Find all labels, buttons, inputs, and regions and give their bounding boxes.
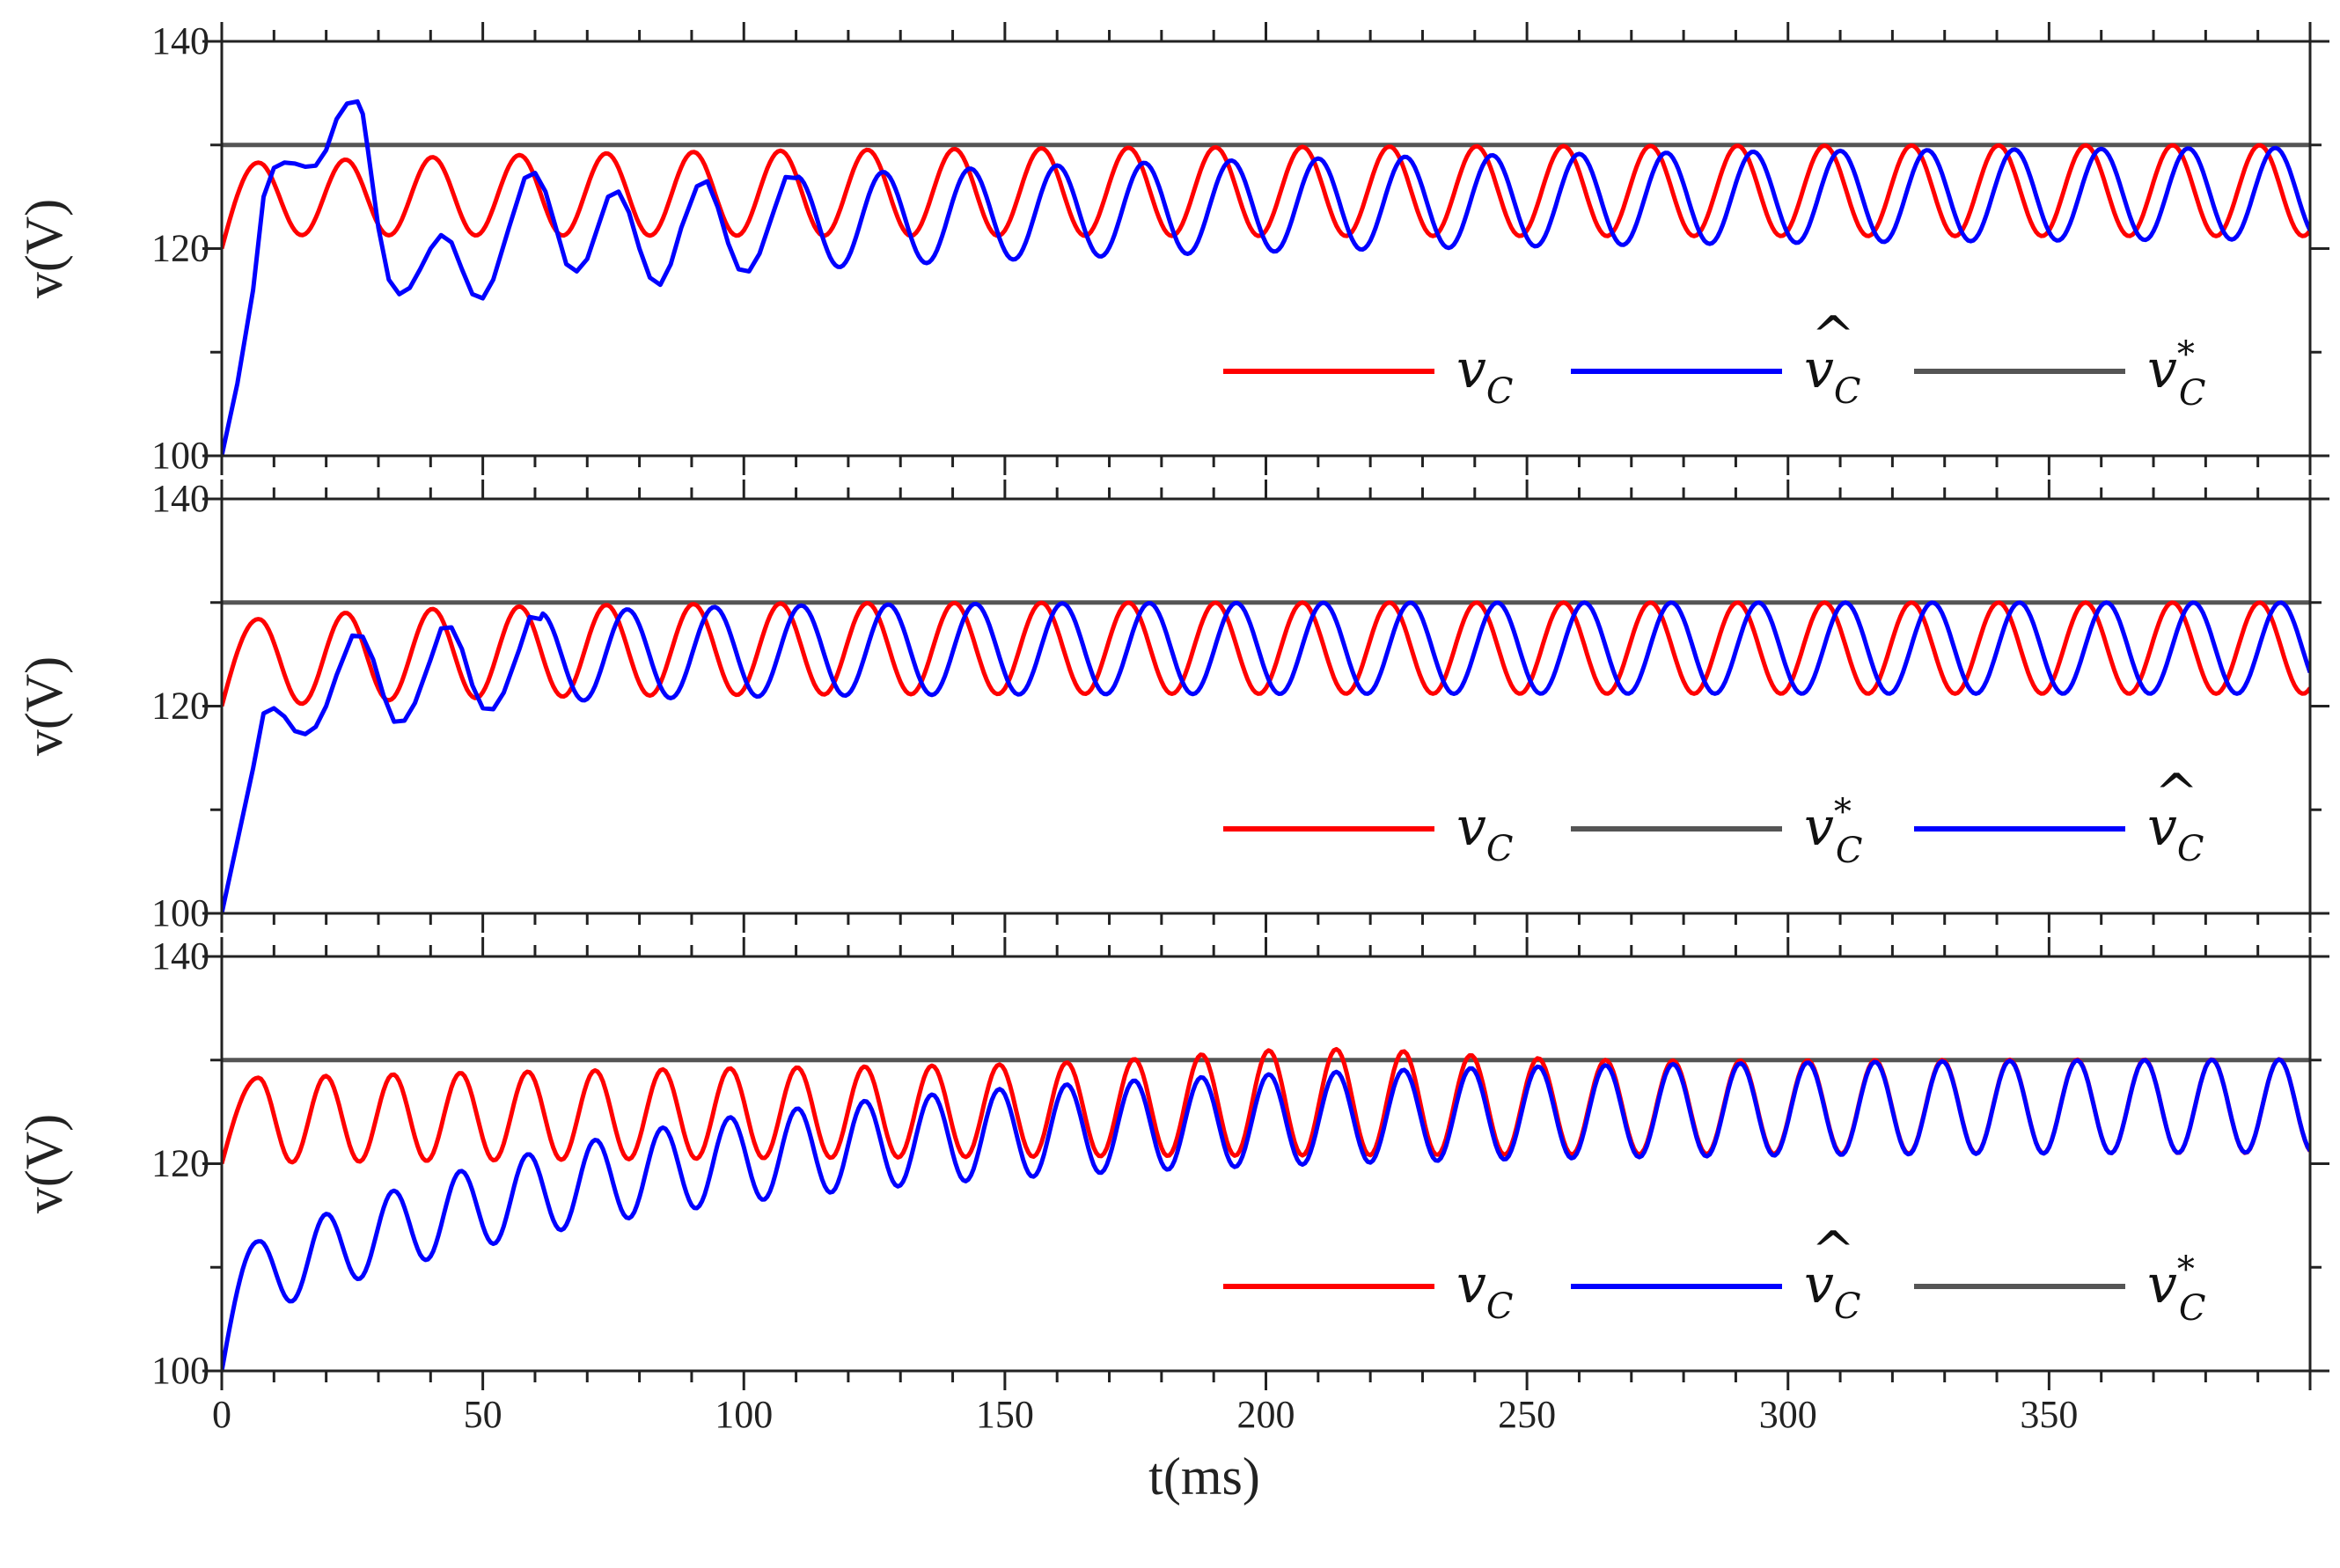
legend-label: vC <box>1456 796 1514 869</box>
y-axis-title: v(V) <box>15 199 73 298</box>
legend-label: v* C <box>2147 334 2206 414</box>
y-tick-label: 100 <box>151 434 209 477</box>
legend-label: vC <box>1804 1254 1861 1327</box>
legend-label: v* C <box>1804 792 1863 871</box>
x-tick-label: 0 <box>212 1393 231 1436</box>
y-tick-label: 140 <box>151 19 209 62</box>
y-tick-label: 120 <box>151 685 209 728</box>
x-axis-title: t(ms) <box>1148 1447 1260 1506</box>
x-tick-label: 250 <box>1498 1393 1556 1436</box>
series-line-vc-hat <box>222 1057 2310 1371</box>
x-tick-label: 200 <box>1237 1393 1295 1436</box>
legend-label: vC <box>1456 1254 1514 1327</box>
series-line-vc-hat <box>222 600 2310 913</box>
y-tick-label: 140 <box>151 477 209 520</box>
y-tick-label: 100 <box>151 1349 209 1392</box>
legend-hat: ^ <box>1811 305 1855 367</box>
series-line-vc <box>222 600 2310 707</box>
plot-frame <box>220 497 2312 915</box>
x-tick-label: 300 <box>1759 1393 1817 1436</box>
series-line-vc <box>222 143 2310 250</box>
legend-label: vC <box>2147 796 2204 869</box>
legend-label: v* C <box>2147 1249 2206 1329</box>
panel-bottom: 100 120 140 v(V) 0 50 100 150 200 250 300 350 t(ms) v… <box>15 934 2329 1506</box>
x-tick-label: 350 <box>2020 1393 2078 1436</box>
y-tick-label: 140 <box>151 934 209 978</box>
y-tick-label: 120 <box>151 227 209 270</box>
series-line-vc-hat <box>222 99 2310 456</box>
y-axis-title: v(V) <box>15 1114 73 1213</box>
y-tick-label: 120 <box>151 1142 209 1185</box>
x-tick-label: 100 <box>715 1393 773 1436</box>
legend-label: vC <box>1456 339 1514 412</box>
y-axis-title: v(V) <box>15 656 73 756</box>
x-tick-label: 50 <box>464 1393 502 1436</box>
y-tick-label: 100 <box>151 891 209 934</box>
legend-hat: ^ <box>1811 1220 1855 1282</box>
x-tick-label: 150 <box>976 1393 1034 1436</box>
series-line-vc <box>222 1046 2310 1165</box>
plot-frame <box>220 40 2312 458</box>
legend-hat: ^ <box>2154 763 2198 824</box>
legend-label: vC <box>1804 339 1861 412</box>
